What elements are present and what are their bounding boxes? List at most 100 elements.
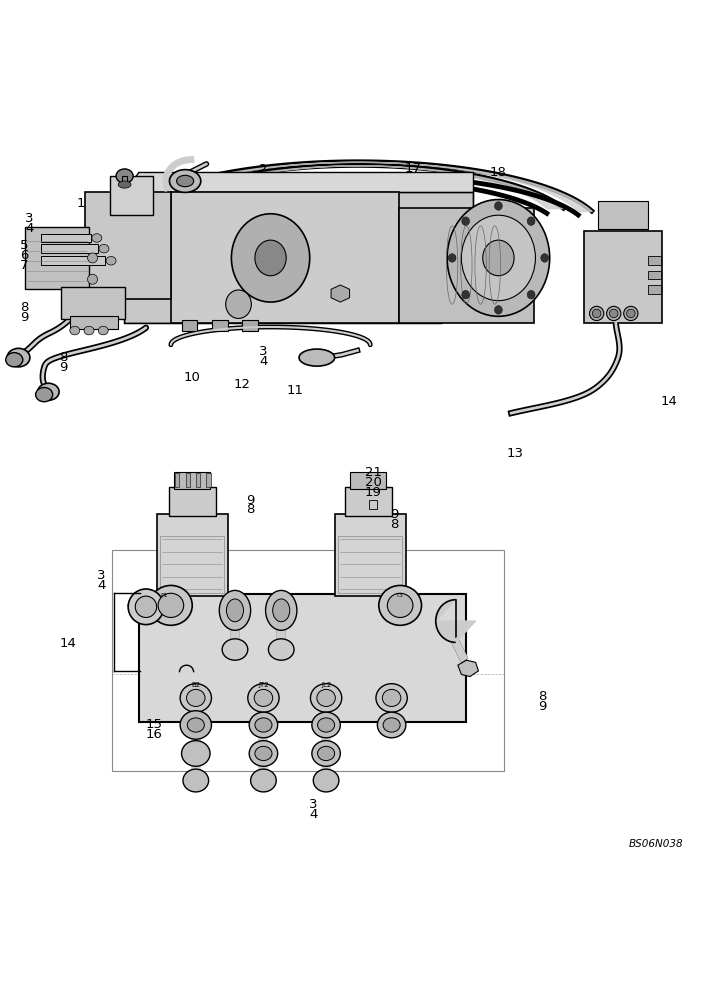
Ellipse shape — [177, 175, 194, 187]
Bar — [212, 320, 228, 331]
Text: 15: 15 — [145, 718, 162, 731]
Text: 8: 8 — [390, 518, 399, 531]
Ellipse shape — [219, 590, 251, 630]
Ellipse shape — [99, 244, 109, 253]
Ellipse shape — [379, 585, 422, 625]
Text: 9: 9 — [20, 311, 28, 324]
Text: 4: 4 — [97, 579, 105, 592]
Ellipse shape — [318, 746, 335, 761]
Polygon shape — [436, 600, 476, 642]
Ellipse shape — [251, 769, 276, 792]
Ellipse shape — [299, 349, 335, 366]
Text: 18: 18 — [490, 166, 507, 179]
Ellipse shape — [7, 348, 30, 367]
Ellipse shape — [226, 290, 251, 318]
Ellipse shape — [182, 741, 210, 766]
Ellipse shape — [255, 718, 272, 732]
Text: 9: 9 — [246, 493, 254, 506]
Ellipse shape — [158, 593, 184, 617]
Ellipse shape — [609, 309, 618, 318]
Ellipse shape — [494, 202, 502, 210]
Ellipse shape — [150, 585, 192, 625]
Bar — [242, 320, 258, 331]
Text: 21: 21 — [365, 466, 382, 479]
Text: 13: 13 — [507, 447, 524, 460]
Ellipse shape — [180, 711, 211, 739]
Text: T3: T3 — [396, 593, 404, 598]
Text: 10: 10 — [184, 371, 201, 384]
Bar — [186, 473, 190, 487]
Text: JL2: JL2 — [321, 682, 331, 688]
Bar — [350, 472, 386, 489]
Ellipse shape — [248, 684, 279, 712]
Ellipse shape — [527, 290, 535, 299]
Ellipse shape — [182, 712, 210, 738]
Ellipse shape — [376, 684, 407, 712]
Text: 3: 3 — [259, 345, 268, 358]
Ellipse shape — [116, 169, 133, 183]
Ellipse shape — [312, 712, 340, 738]
Ellipse shape — [92, 234, 102, 242]
Ellipse shape — [183, 769, 209, 792]
Ellipse shape — [38, 383, 59, 400]
Ellipse shape — [106, 256, 116, 265]
Bar — [182, 320, 197, 331]
Ellipse shape — [462, 217, 470, 225]
Text: 8: 8 — [59, 351, 68, 364]
Polygon shape — [458, 660, 478, 677]
Text: 7: 7 — [20, 259, 28, 272]
Bar — [157, 514, 228, 596]
Text: 12: 12 — [234, 378, 251, 391]
Ellipse shape — [387, 593, 413, 617]
Bar — [110, 176, 153, 215]
Ellipse shape — [254, 689, 273, 706]
Text: BS06N038: BS06N038 — [629, 839, 684, 849]
Ellipse shape — [310, 684, 342, 712]
Ellipse shape — [88, 274, 98, 284]
Ellipse shape — [135, 596, 157, 617]
Text: 19: 19 — [365, 486, 382, 499]
Polygon shape — [399, 208, 534, 323]
Ellipse shape — [590, 306, 604, 321]
Text: 14: 14 — [60, 637, 77, 650]
Ellipse shape — [527, 217, 535, 225]
Text: 5: 5 — [20, 239, 28, 252]
Ellipse shape — [118, 181, 131, 188]
Bar — [598, 201, 648, 229]
Ellipse shape — [36, 388, 53, 402]
Text: 11: 11 — [287, 384, 304, 397]
Ellipse shape — [592, 309, 601, 318]
Text: B2: B2 — [192, 682, 200, 688]
Bar — [196, 473, 200, 487]
Bar — [584, 231, 662, 323]
Bar — [85, 192, 171, 299]
Bar — [206, 473, 211, 487]
Ellipse shape — [84, 326, 94, 335]
Bar — [112, 550, 504, 771]
Text: P1: P1 — [160, 593, 167, 598]
Ellipse shape — [187, 718, 204, 732]
Bar — [306, 352, 324, 363]
Polygon shape — [331, 285, 350, 302]
Ellipse shape — [266, 590, 297, 630]
Ellipse shape — [98, 326, 108, 335]
Ellipse shape — [226, 599, 244, 622]
Bar — [648, 271, 661, 279]
Text: 16: 16 — [145, 728, 162, 741]
Text: 3: 3 — [309, 798, 318, 811]
Bar — [41, 244, 98, 253]
Text: 3: 3 — [97, 569, 105, 582]
Polygon shape — [125, 192, 473, 323]
Text: 4: 4 — [259, 355, 268, 368]
Text: 6: 6 — [20, 249, 28, 262]
Ellipse shape — [382, 689, 401, 706]
Bar — [171, 192, 399, 323]
Ellipse shape — [607, 306, 621, 321]
Ellipse shape — [449, 254, 456, 262]
Ellipse shape — [447, 200, 550, 316]
Ellipse shape — [180, 684, 211, 712]
Text: 9: 9 — [390, 508, 399, 521]
Text: 9: 9 — [59, 361, 68, 374]
Ellipse shape — [249, 741, 278, 766]
Ellipse shape — [540, 254, 548, 262]
